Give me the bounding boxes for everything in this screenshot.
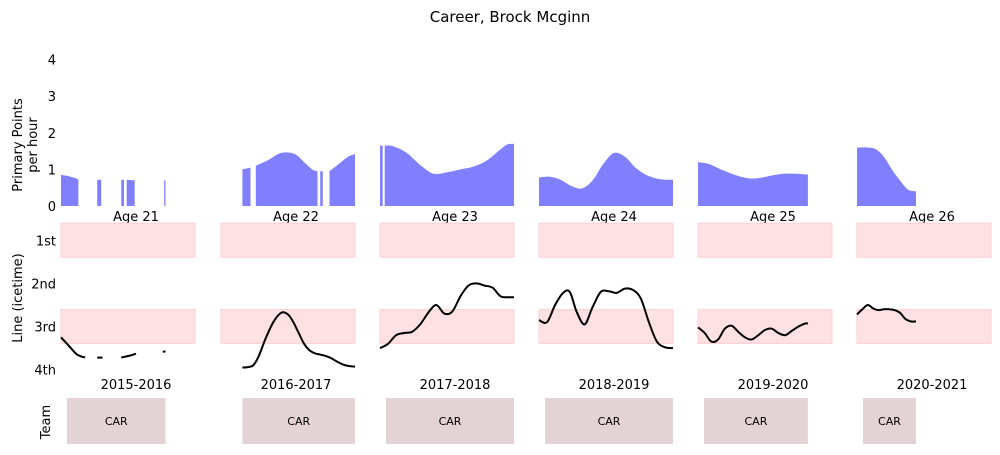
points-area (329, 154, 355, 206)
line-yticks: 1st 2nd 3rd 4th (31, 234, 56, 378)
season-label: 2015-2016 (101, 378, 172, 393)
points-area (121, 179, 124, 206)
age-label: Age 22 (273, 210, 319, 225)
points-area (384, 143, 514, 206)
points-area (126, 179, 135, 206)
points-ylabel: Primary Points per hour (11, 98, 41, 192)
team-label: CAR (878, 415, 901, 428)
season-label: 2020-2021 (897, 378, 968, 393)
line-band (538, 222, 674, 258)
season-panel: Age 25 2019-2020 CAR (697, 162, 833, 444)
team-box (386, 398, 514, 444)
line-band (538, 309, 674, 345)
team-box (704, 398, 808, 444)
line-band (856, 222, 992, 258)
points-area (61, 174, 79, 206)
age-label: Age 26 (909, 210, 955, 225)
line-curve (242, 311, 356, 369)
points-ylabel-line1: Primary Points (11, 98, 26, 192)
points-area (255, 152, 318, 206)
line-band (379, 309, 515, 345)
line-band (856, 309, 992, 345)
line-band (60, 222, 196, 258)
points-yticks: 0 1 2 3 4 (48, 54, 56, 215)
points-ytick-label: 4 (48, 54, 56, 69)
line-ytick-label: 4th (34, 364, 56, 379)
points-area (698, 162, 808, 206)
points-area (380, 145, 383, 206)
age-label: Age 23 (432, 210, 478, 225)
line-curve (856, 304, 917, 323)
chart-title: Career, Brock Mcginn (430, 8, 591, 26)
points-ytick-label: 1 (48, 163, 56, 178)
points-ytick-label: 0 (48, 200, 56, 215)
points-area (320, 171, 323, 206)
season-panel: Age 23 2017-2018 CAR (379, 143, 515, 444)
line-curve (121, 352, 137, 359)
points-area (242, 167, 251, 206)
line-band (60, 309, 196, 345)
team-box (67, 398, 166, 444)
line-curve (697, 322, 809, 344)
season-label: 2018-2019 (579, 378, 650, 393)
line-ytick-label: 2nd (31, 277, 56, 292)
team-label: CAR (287, 415, 310, 428)
team-label: CAR (745, 415, 768, 428)
line-band (697, 222, 833, 258)
points-ylabel-line2: per hour (26, 117, 41, 173)
team-label: CAR (105, 415, 128, 428)
team-ylabel: Team (39, 405, 54, 440)
season-label: 2019-2020 (738, 378, 809, 393)
line-ytick-label: 3rd (34, 321, 56, 336)
points-ytick-label: 3 (48, 90, 56, 105)
team-box (242, 398, 355, 444)
season-panel: Age 24 2018-2019 CAR (538, 152, 674, 444)
season-label: 2017-2018 (420, 378, 491, 393)
line-curve (379, 282, 515, 349)
points-ytick-label: 2 (48, 127, 56, 142)
team-box (863, 398, 916, 444)
season-panel: Age 26 2020-2021 CAR (856, 147, 992, 444)
line-ylabel: Line (icetime) (11, 253, 26, 343)
line-curve (60, 336, 86, 359)
points-area (857, 147, 916, 206)
age-label: Age 21 (113, 210, 159, 225)
team-box (545, 398, 673, 444)
points-area (164, 180, 166, 206)
season-panel: Age 22 2016-2017 CAR (220, 152, 356, 444)
points-area (539, 152, 673, 206)
line-band (379, 222, 515, 258)
age-label: Age 24 (591, 210, 637, 225)
line-curve (538, 287, 674, 350)
team-label: CAR (439, 415, 462, 428)
age-label: Age 25 (750, 210, 796, 225)
line-band (220, 222, 356, 258)
points-area (97, 179, 102, 206)
season-panel: Age 21 2015-2016 CAR (60, 174, 196, 444)
line-ytick-label: 1st (36, 234, 56, 249)
season-label: 2016-2017 (261, 378, 332, 393)
team-label: CAR (598, 415, 621, 428)
